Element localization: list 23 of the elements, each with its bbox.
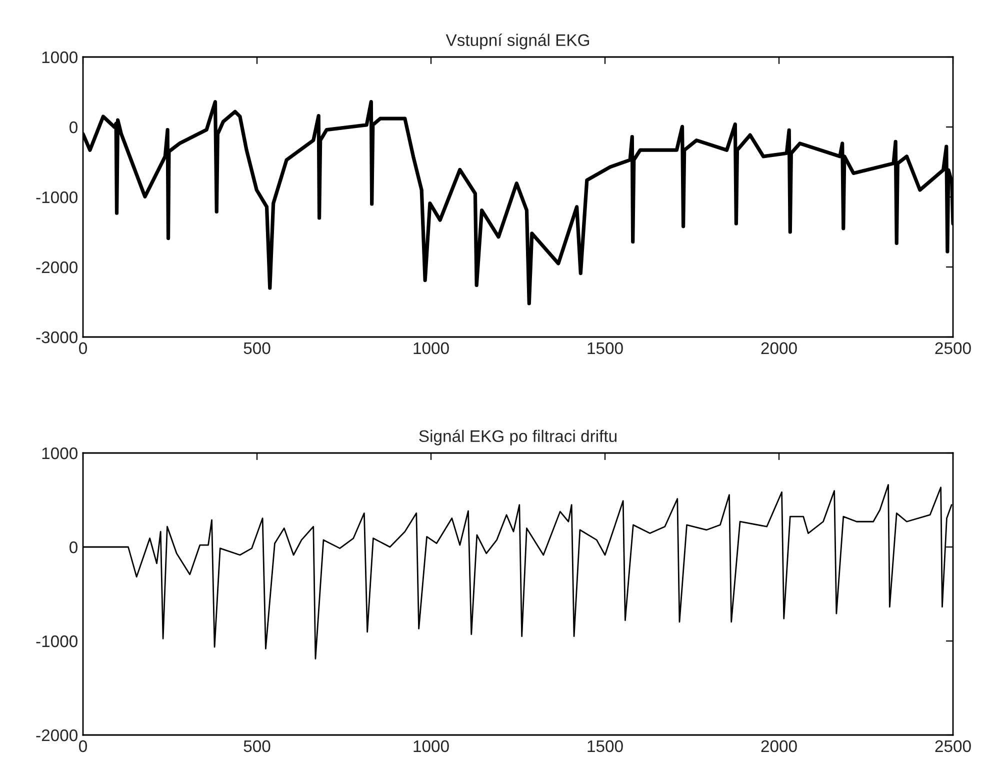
y-tick-label: -2000 bbox=[36, 729, 78, 742]
x-tick-label: 1500 bbox=[588, 740, 623, 752]
y-tick-label: -3000 bbox=[36, 331, 78, 344]
x-tick-label: 1000 bbox=[414, 342, 449, 354]
x-tick-label: 500 bbox=[244, 342, 270, 354]
y-tick-label: 1000 bbox=[42, 447, 78, 460]
x-tick-label: 500 bbox=[244, 740, 270, 752]
x-tick-label: 2000 bbox=[761, 740, 797, 752]
x-tick-label: 0 bbox=[79, 342, 87, 354]
x-tick-label: 1000 bbox=[414, 740, 449, 752]
y-tick-label: 0 bbox=[70, 541, 78, 554]
x-tick-label: 1500 bbox=[588, 342, 623, 354]
chart-title: Vstupní signál EKG bbox=[446, 34, 590, 50]
y-tick-label: -2000 bbox=[36, 261, 78, 274]
y-tick-label: 1000 bbox=[42, 51, 78, 64]
y-tick-label: -1000 bbox=[36, 191, 78, 204]
y-tick-label: -1000 bbox=[36, 635, 78, 648]
x-tick-label: 2500 bbox=[935, 342, 971, 354]
x-tick-label: 2500 bbox=[935, 740, 971, 752]
chart-title: Signál EKG po filtraci driftu bbox=[419, 430, 616, 446]
x-tick-label: 0 bbox=[79, 740, 87, 752]
y-tick-label: 0 bbox=[70, 121, 78, 134]
x-tick-label: 2000 bbox=[761, 342, 797, 354]
